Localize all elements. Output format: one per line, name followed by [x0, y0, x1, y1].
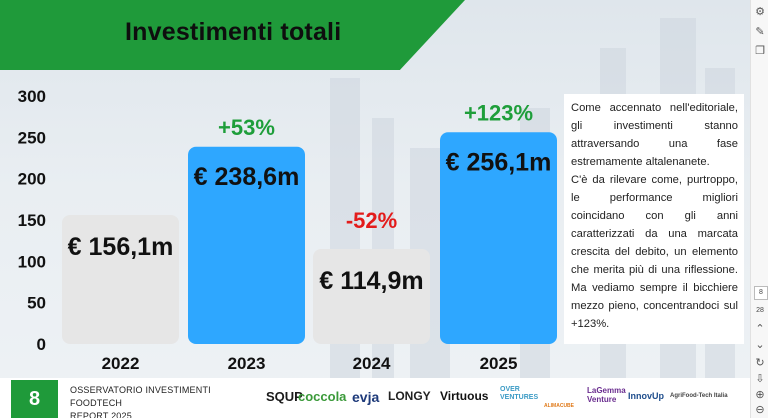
y-tick-label: 50	[27, 294, 46, 313]
y-tick-label: 100	[18, 252, 46, 271]
footer: 8 OSSERVATORIO INVESTIMENTI FOODTECH REP…	[0, 378, 750, 418]
zoom-in-icon[interactable]: ⊕	[755, 389, 765, 401]
slide-title: Investimenti totali	[125, 18, 342, 46]
page-total: 28	[756, 307, 764, 314]
bar-value-label: € 156,1m	[68, 233, 174, 261]
logo-lagemma: LaGemma Venture	[587, 386, 626, 404]
zoom-out-icon[interactable]: ⊖	[755, 404, 765, 416]
y-tick-label: 150	[18, 211, 46, 230]
chevron-down-icon[interactable]: ⌄	[755, 339, 765, 351]
logo-evja: evja	[352, 389, 380, 405]
logo-squp: SQUP	[266, 389, 303, 404]
y-tick-label: 250	[18, 128, 46, 147]
page-number: 8	[11, 380, 58, 418]
refresh-icon[interactable]: ↻	[755, 357, 765, 369]
title-banner	[0, 0, 465, 70]
y-tick-label: 300	[18, 87, 46, 106]
x-tick-label: 2025	[480, 354, 518, 373]
settings-icon[interactable]: ⚙	[755, 6, 765, 18]
bar-chart: 0 50 100 150 200 250 300 € 156,1m 2022 € 238,6m 20…	[18, 87, 557, 373]
logo-alimacube: ALIMACUBE	[544, 403, 574, 409]
bar	[313, 249, 430, 344]
bar-value-label: € 238,6m	[194, 163, 300, 191]
x-tick-label: 2023	[228, 354, 266, 373]
logo-over-ventures: OVER VENTURES	[500, 386, 539, 401]
change-label: -52%	[346, 208, 397, 233]
slide: Investimenti totali 0 50 100 150 200 250 300 € …	[0, 0, 750, 418]
page-current[interactable]: 8	[754, 286, 768, 300]
change-label: +123%	[464, 100, 533, 125]
bar	[440, 132, 557, 344]
export-icon[interactable]: ⇩	[755, 373, 765, 385]
logo-longy: LONGY	[388, 389, 431, 403]
right-sidebar: ⚙ ✎ ❐ 8 28 ⌃ ⌄ ↻ ⇩ ⊕ ⊖	[750, 0, 768, 418]
logo-agrifood-tech: AgriFood-Tech Italia	[670, 393, 728, 399]
report-title-line: OSSERVATORIO INVESTIMENTI FOODTECH	[70, 385, 211, 408]
chevron-up-icon[interactable]: ⌃	[755, 323, 765, 335]
x-tick-label: 2024	[353, 354, 391, 373]
bar-value-label: € 114,9m	[319, 267, 423, 295]
logo-innovup: InnovUp	[628, 391, 664, 401]
change-label: +53%	[218, 115, 275, 140]
copy-icon[interactable]: ❐	[755, 45, 765, 57]
logo-coccola: coccola	[298, 389, 347, 404]
commentary-paragraph: C'è da rilevare come, purtroppo, le perf…	[571, 174, 738, 330]
bar	[62, 214, 179, 344]
commentary-paragraph: Come accennato nell'editoriale, gli inve…	[571, 102, 738, 168]
logo-virtuous: Virtuous	[440, 389, 489, 403]
report-title-line: REPORT 2025	[70, 411, 132, 418]
y-tick-label: 200	[18, 170, 46, 189]
bar	[188, 146, 305, 344]
x-tick-label: 2022	[102, 354, 140, 373]
bar-value-label: € 256,1m	[446, 148, 552, 176]
commentary-box: Come accennato nell'editoriale, gli inve…	[564, 94, 744, 344]
comment-icon[interactable]: ✎	[755, 26, 765, 38]
y-tick-label: 0	[37, 335, 46, 354]
report-title: OSSERVATORIO INVESTIMENTI FOODTECH REPOR…	[70, 384, 250, 418]
